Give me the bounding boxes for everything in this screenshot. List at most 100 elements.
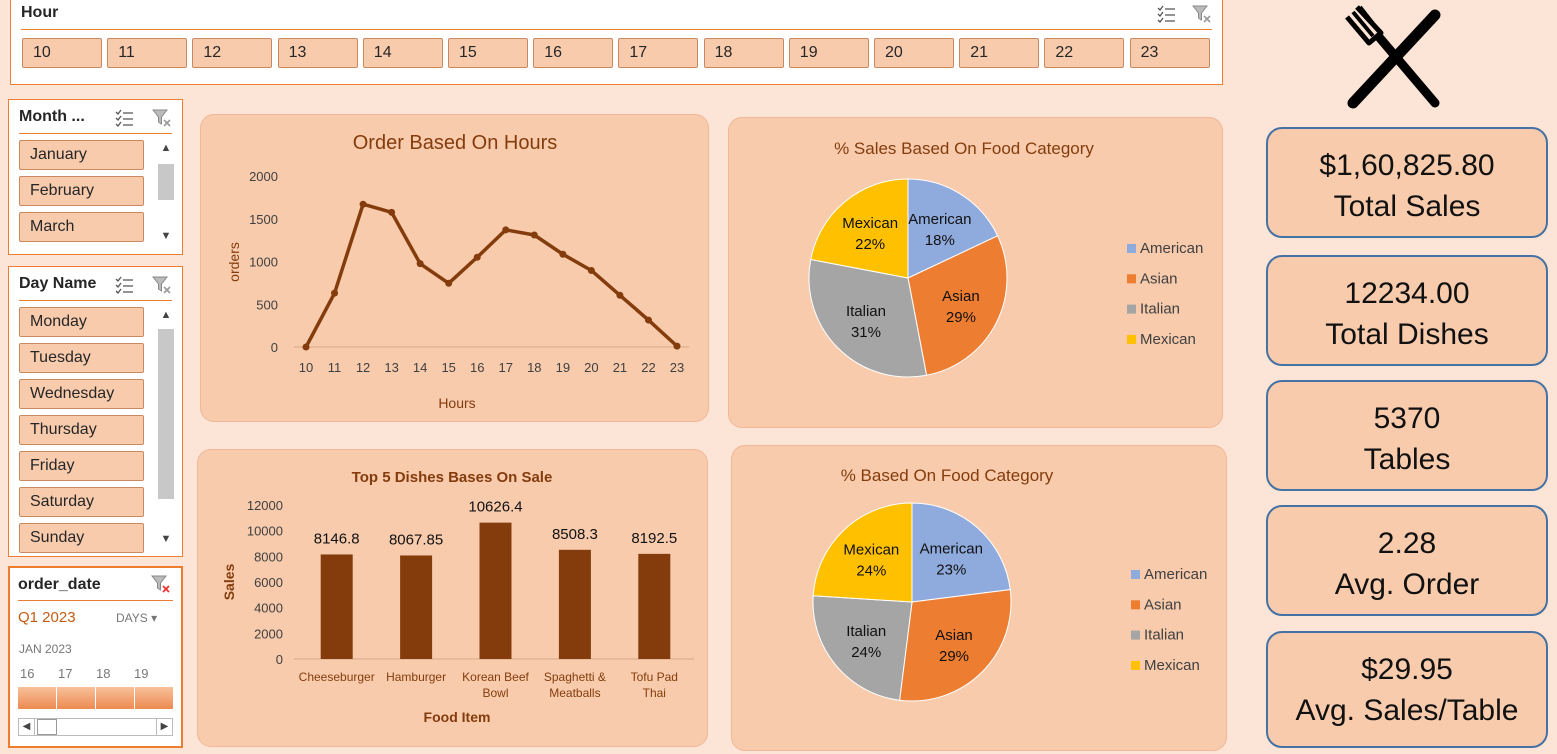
- timeline-scrollbar[interactable]: ◀ ▶: [18, 718, 173, 736]
- bar-value-label: 8508.3: [552, 526, 598, 543]
- month-button-january[interactable]: January: [19, 140, 144, 170]
- legend-swatch: [1131, 630, 1140, 640]
- hour-button-10[interactable]: 10: [22, 38, 102, 68]
- y-tick-label: 12000: [247, 498, 283, 513]
- chevron-down-icon: ▾: [151, 611, 158, 625]
- y-tick-label: 6000: [254, 575, 283, 590]
- legend-swatch: [1131, 570, 1140, 579]
- kpi-label: Avg. Order: [1334, 568, 1480, 601]
- kpi-label: Avg. Sales/Table: [1295, 694, 1519, 727]
- pie-slice-american: [911, 502, 1011, 603]
- clear-filter-icon[interactable]: [152, 108, 172, 128]
- day-slicer: Day Name Monday Tuesday Wednesday Thursday F…: [8, 266, 183, 557]
- hour-button-12[interactable]: 12: [192, 38, 273, 68]
- hour-button-20[interactable]: 20: [874, 38, 954, 68]
- clear-filter-icon[interactable]: [1192, 4, 1212, 24]
- x-axis-title: Food Item: [424, 709, 491, 725]
- legend-entry: Asian: [1144, 596, 1182, 613]
- y-tick-label: 8000: [254, 549, 283, 564]
- bar-4: [638, 553, 671, 659]
- multiselect-icon[interactable]: [114, 275, 134, 295]
- timeline-level-dropdown[interactable]: DAYS ▾: [116, 611, 157, 625]
- kpi-label: Tables: [1363, 443, 1451, 476]
- x-tick-label: Korean Beef Bowl: [462, 670, 529, 700]
- hour-button-16[interactable]: 16: [533, 38, 614, 68]
- y-tick-label: 500: [256, 297, 278, 312]
- pie-slice-mexican: [810, 178, 909, 279]
- x-tick-label: 12: [356, 360, 370, 375]
- multiselect-icon[interactable]: [114, 108, 134, 128]
- hour-button-13[interactable]: 13: [277, 38, 358, 68]
- pie-slice-american: [907, 178, 999, 279]
- orders-by-hour-panel: Order Based On Hours 0 500 1000 1500 2000 10 11…: [200, 114, 709, 422]
- hour-button-22[interactable]: 22: [1044, 38, 1125, 68]
- timeline-month: JAN 2023: [19, 642, 72, 656]
- y-tick-label: 1500: [249, 212, 278, 227]
- slice-label: Asian: [942, 288, 980, 305]
- slice-label: Italian: [846, 303, 886, 320]
- clear-filter-icon[interactable]: [151, 574, 171, 594]
- day-button-sunday[interactable]: Sunday: [19, 523, 144, 553]
- month-scrollbar[interactable]: ▲ ▼: [155, 140, 177, 244]
- slice-value-label: 29%: [946, 309, 976, 326]
- timeline-day: 16: [20, 666, 35, 681]
- kpi-value: 5370: [1373, 402, 1441, 435]
- data-point: [559, 250, 567, 258]
- hour-button-14[interactable]: 14: [362, 38, 443, 68]
- y-tick-label: 0: [276, 652, 283, 667]
- day-button-monday[interactable]: Monday: [19, 307, 144, 337]
- hour-button-15[interactable]: 15: [448, 38, 528, 68]
- kpi-label: Total Sales: [1333, 190, 1481, 223]
- orders-by-category-panel: % Based On Food Category American 23% Asian…: [731, 445, 1227, 751]
- hour-button-23[interactable]: 23: [1129, 38, 1210, 68]
- hour-slicer-title: Hour: [21, 4, 59, 21]
- hour-button-18[interactable]: 18: [703, 38, 784, 68]
- day-button-thursday[interactable]: Thursday: [19, 415, 144, 445]
- day-button-friday[interactable]: Friday: [19, 451, 144, 481]
- month-button-february[interactable]: February: [19, 176, 144, 206]
- kpi-avg-sales-per-table: $29.95 Avg. Sales/Table: [1266, 631, 1548, 748]
- x-tick-label: 10: [299, 360, 313, 375]
- slice-label: American: [920, 540, 983, 557]
- month-button-march[interactable]: March: [19, 212, 144, 242]
- hour-button-11[interactable]: 11: [107, 38, 188, 68]
- x-tick-label: 13: [384, 360, 398, 375]
- data-point: [673, 342, 681, 350]
- slice-value-label: 24%: [851, 644, 881, 661]
- data-point: [302, 343, 310, 351]
- kpi-value: $1,60,825.80: [1319, 149, 1495, 182]
- legend-entry: Mexican: [1144, 657, 1200, 674]
- month-slicer-title: Month ...: [19, 108, 85, 125]
- x-tick-label: 22: [641, 360, 655, 375]
- timeline-day: 19: [134, 666, 149, 681]
- day-scrollbar[interactable]: ▲ ▼: [155, 307, 177, 547]
- legend-entry: Asian: [1140, 270, 1178, 287]
- legend-swatch: [1127, 274, 1136, 284]
- hour-button-21[interactable]: 21: [959, 38, 1040, 68]
- slice-label: Asian: [935, 627, 973, 644]
- kpi-total-sales: $1,60,825.80 Total Sales: [1266, 127, 1548, 238]
- data-point: [445, 279, 453, 287]
- hour-button-17[interactable]: 17: [618, 38, 699, 68]
- x-tick-label: 21: [613, 360, 627, 375]
- x-tick-label: 16: [470, 360, 484, 375]
- data-point: [359, 200, 367, 208]
- data-point: [388, 208, 396, 216]
- day-button-tuesday[interactable]: Tuesday: [19, 343, 144, 373]
- hour-button-19[interactable]: 19: [788, 38, 869, 68]
- day-slicer-title: Day Name: [19, 275, 97, 292]
- pie-slice-italian: [812, 595, 913, 701]
- fork-knife-icon: [1345, 5, 1441, 109]
- clear-filter-icon[interactable]: [152, 275, 172, 295]
- sales-by-category-pie-chart: % Sales Based On Food Category American 18…: [808, 139, 1203, 378]
- scroll-left-icon[interactable]: ◀: [19, 719, 35, 735]
- day-button-wednesday[interactable]: Wednesday: [19, 379, 144, 409]
- scroll-right-icon[interactable]: ▶: [156, 719, 172, 735]
- timeline-bar[interactable]: [18, 687, 173, 709]
- day-button-saturday[interactable]: Saturday: [19, 487, 144, 517]
- x-tick-label: Spaghetti & Meatballs: [544, 670, 606, 700]
- multiselect-icon[interactable]: [1156, 4, 1176, 24]
- data-point: [473, 253, 481, 261]
- slice-value-label: 29%: [939, 648, 969, 665]
- chart-title: % Based On Food Category: [841, 466, 1054, 485]
